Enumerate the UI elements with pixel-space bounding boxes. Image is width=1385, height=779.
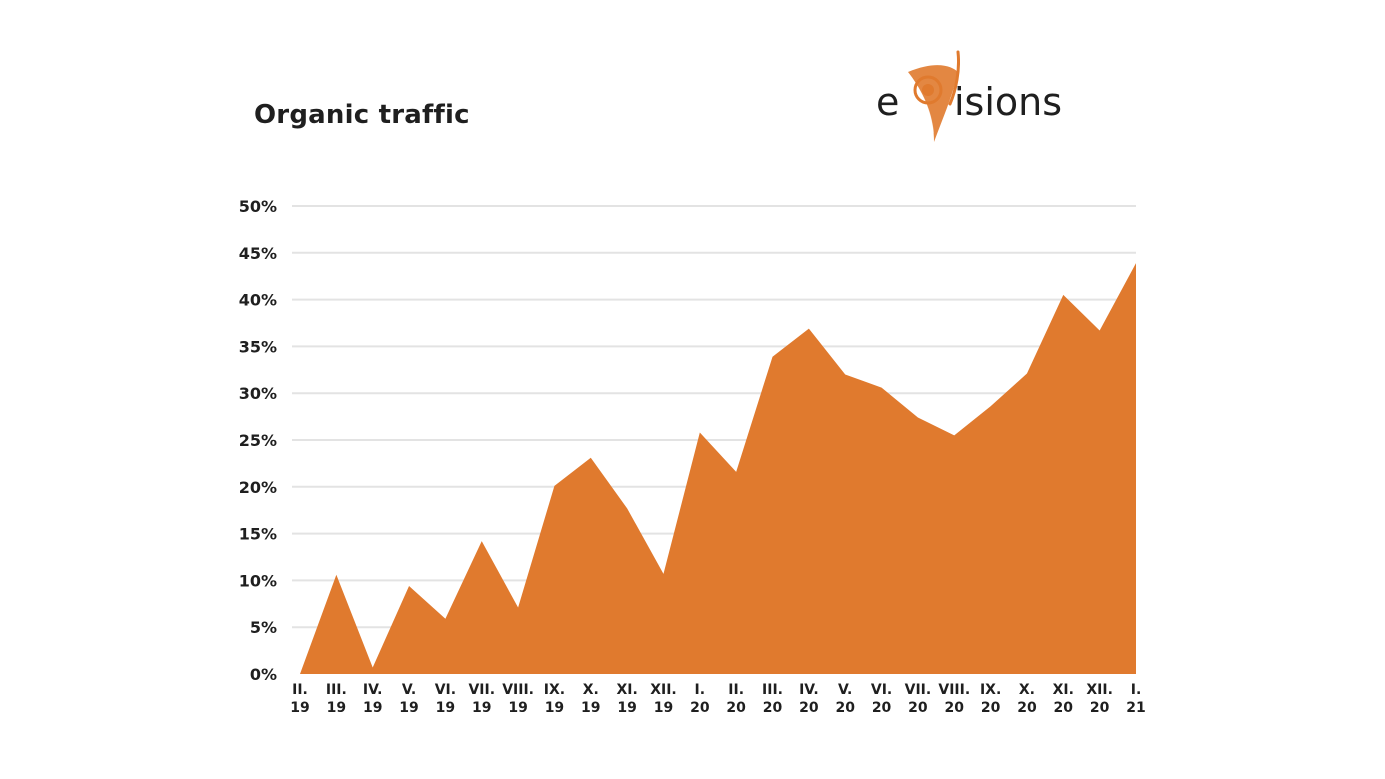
x-tick-label: VI. 19 bbox=[435, 682, 456, 716]
x-tick-label: IV. 19 bbox=[363, 682, 383, 716]
y-tick-label: 0% bbox=[250, 665, 277, 684]
logo-eye-icon bbox=[908, 50, 960, 142]
x-tick-label: XII. 20 bbox=[1086, 682, 1113, 716]
x-tick-label: V. 20 bbox=[835, 682, 855, 716]
x-tick-label: XI. 19 bbox=[616, 682, 637, 716]
y-tick-label: 35% bbox=[239, 337, 277, 356]
y-tick-label: 45% bbox=[239, 244, 277, 263]
page-title: Organic traffic bbox=[254, 100, 470, 130]
x-tick-label: II. 20 bbox=[726, 682, 746, 716]
x-tick-label: X. 20 bbox=[1017, 682, 1037, 716]
x-tick-label: X. 19 bbox=[581, 682, 600, 716]
x-tick-label: IX. 19 bbox=[544, 682, 565, 716]
x-tick-label: VII. 20 bbox=[905, 682, 932, 716]
x-tick-label: XII. 19 bbox=[650, 682, 677, 716]
x-tick-label: V. 19 bbox=[399, 682, 418, 716]
x-tick-label: XI. 20 bbox=[1053, 682, 1074, 716]
logo-letter-e: e bbox=[876, 80, 900, 124]
x-axis: II. 19 III. 19 IV. 19 V. 19 VI. 19 VII. 19 VIII. 19 IX… bbox=[290, 682, 1145, 716]
x-tick-label: IV. 20 bbox=[799, 682, 819, 716]
x-tick-label: VIII. 20 bbox=[938, 682, 970, 716]
x-tick-label: II. 19 bbox=[290, 682, 309, 716]
x-tick-label: III. 20 bbox=[762, 682, 783, 716]
evisions-logo: e isions bbox=[872, 50, 1072, 146]
area-layer bbox=[300, 263, 1136, 674]
x-tick-label: I. 20 bbox=[690, 682, 710, 716]
y-tick-label: 10% bbox=[239, 571, 277, 590]
y-tick-label: 30% bbox=[239, 384, 277, 403]
x-tick-label: III. 19 bbox=[326, 682, 347, 716]
traffic-area bbox=[300, 263, 1136, 674]
x-tick-label: VIII. 19 bbox=[502, 682, 534, 716]
y-tick-label: 25% bbox=[239, 431, 277, 450]
logo-wordmark: isions bbox=[954, 80, 1063, 124]
y-tick-label: 20% bbox=[239, 478, 277, 497]
y-tick-label: 50% bbox=[239, 197, 277, 216]
x-tick-label: VI. 20 bbox=[871, 682, 892, 716]
y-tick-label: 15% bbox=[239, 525, 277, 544]
x-tick-label: IX. 20 bbox=[980, 682, 1001, 716]
y-axis: 0% 5% 10% 15% 20% 25% 30% 35% 40% 45% 50% bbox=[239, 197, 277, 684]
y-tick-label: 40% bbox=[239, 291, 277, 310]
x-tick-label: I. 21 bbox=[1126, 682, 1145, 716]
x-tick-label: VII. 19 bbox=[468, 682, 495, 716]
y-tick-label: 5% bbox=[250, 618, 277, 637]
